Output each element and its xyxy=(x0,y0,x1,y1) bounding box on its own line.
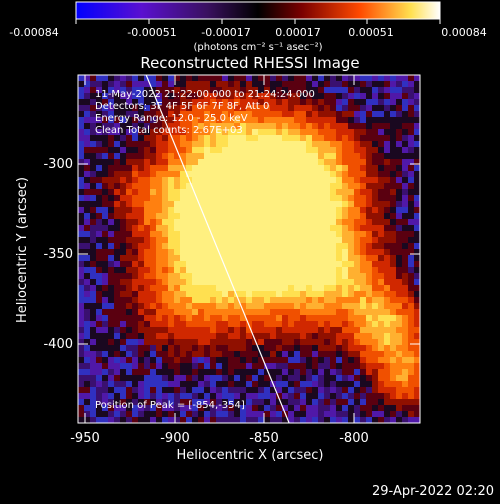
info-line: Clean Total counts: 2.67E+03 xyxy=(95,125,243,136)
footer-timestamp: 29-Apr-2022 02:20 xyxy=(372,484,494,499)
y-axis xyxy=(78,163,420,345)
colorbar-units: (photons cm⁻² s⁻¹ asec⁻²) xyxy=(193,42,322,53)
x-axis-label: Heliocentric X (arcsec) xyxy=(177,448,324,463)
x-tick-label: -900 xyxy=(160,431,190,446)
y-tick-label: -300 xyxy=(43,157,73,172)
plot-title: Reconstructed RHESSI Image xyxy=(140,54,359,72)
peak-position-label: Position of Peak = [-854,-354] xyxy=(95,400,245,411)
rhessi-image xyxy=(78,75,420,423)
info-line: Detectors: 3F 4F 5F 6F 7F 8F, Att 0 xyxy=(95,101,269,112)
observation-info: 11-May-2022 21:22:00.000 to 21:24:24.000… xyxy=(95,89,315,136)
x-tick-label: -850 xyxy=(249,431,279,446)
y-tick-label: -350 xyxy=(43,247,73,262)
colorbar-tick-label: 0.00051 xyxy=(348,26,394,39)
colorbar-tick-label: 0.00084 xyxy=(441,26,487,39)
colorbar-tick-label: -0.00084 xyxy=(9,26,58,39)
colorbar-ticks xyxy=(75,19,441,24)
x-axis xyxy=(84,75,355,423)
y-tick-label: -400 xyxy=(43,337,73,352)
y-axis-label: Heliocentric Y (arcsec) xyxy=(15,177,30,323)
x-tick-label: -800 xyxy=(339,431,369,446)
colorbar-tick-label: -0.00051 xyxy=(127,26,176,39)
info-line: Energy Range: 12.0 - 25.0 keV xyxy=(95,113,248,124)
colorbar-gradient xyxy=(75,1,441,20)
info-line: 11-May-2022 21:22:00.000 to 21:24:24.000 xyxy=(95,89,315,100)
limb-line xyxy=(145,75,290,423)
colorbar: -0.00084 -0.00051 -0.00017 0.00017 0.000… xyxy=(9,1,487,53)
colorbar-tick-label: 0.00017 xyxy=(275,26,321,39)
plot-frame xyxy=(77,74,421,424)
x-tick-label: -950 xyxy=(70,431,100,446)
colorbar-tick-label: -0.00017 xyxy=(201,26,250,39)
